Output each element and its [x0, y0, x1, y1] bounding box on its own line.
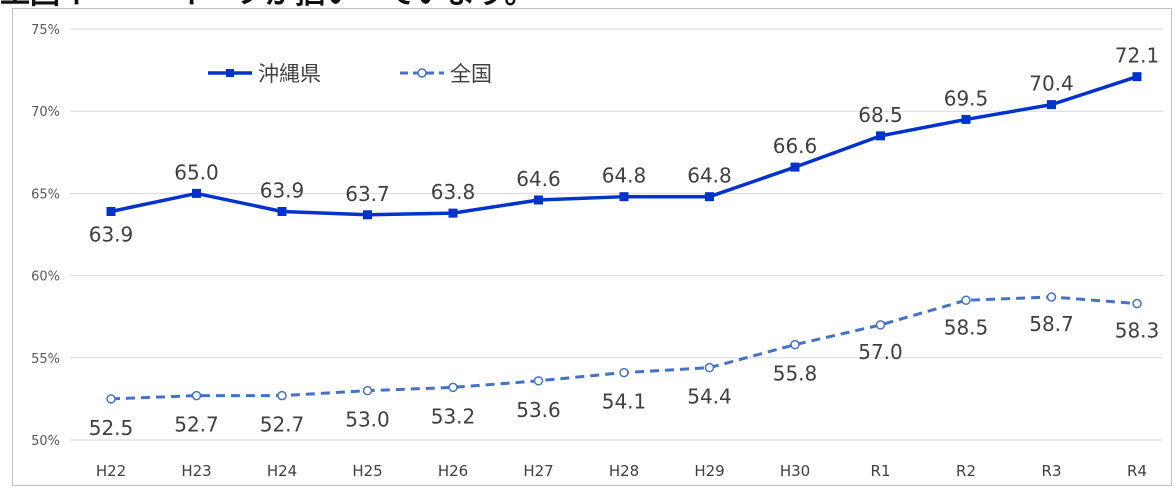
y-tick-label: 75%: [31, 23, 60, 38]
y-tick-label: 65%: [31, 187, 60, 202]
chart-legend: 沖縄県 全国: [208, 62, 492, 86]
x-tick-label: H22: [96, 462, 126, 480]
x-tick-label: R1: [871, 462, 891, 480]
data-label-national: 52.7: [260, 413, 305, 437]
data-point-national: [619, 367, 629, 378]
data-point-okinawa: [705, 192, 714, 202]
data-label-national: 54.4: [687, 385, 732, 409]
x-tick-label: H26: [438, 462, 468, 480]
data-label-national: 53.0: [345, 408, 390, 432]
data-point-national: [1046, 292, 1057, 302]
x-tick-label: H24: [267, 462, 297, 480]
data-point-okinawa: [192, 188, 201, 198]
data-point-okinawa: [961, 114, 971, 124]
y-tick-label: 60%: [31, 270, 60, 285]
data-point-okinawa: [534, 195, 543, 205]
data-label-okinawa: 64.8: [602, 164, 647, 188]
data-point-okinawa: [277, 206, 287, 216]
x-tick-label: H29: [694, 462, 724, 480]
data-label-national: 55.8: [773, 362, 818, 386]
y-tick-label: 70%: [31, 105, 60, 120]
data-point-national: [704, 362, 715, 373]
data-point-okinawa: [363, 210, 372, 220]
data-point-national: [362, 385, 373, 396]
data-label-okinawa: 63.8: [431, 180, 476, 204]
data-label-national: 52.5: [89, 416, 134, 440]
data-label-okinawa: 64.6: [516, 167, 561, 191]
y-tick-label: 50%: [31, 434, 60, 449]
data-label-national: 58.7: [1029, 312, 1074, 336]
data-point-okinawa: [106, 206, 116, 216]
data-label-national: 57.0: [858, 340, 903, 364]
data-label-okinawa: 70.4: [1029, 72, 1074, 96]
x-tick-label: H23: [181, 462, 211, 480]
x-tick-label: H28: [609, 462, 639, 480]
x-tick-label: R3: [1042, 462, 1062, 480]
legend-okinawa-marker: [226, 69, 234, 77]
data-point-okinawa: [1047, 100, 1056, 110]
x-tick-label: R4: [1127, 462, 1147, 480]
y-axis-ticks: 50% 55% 60% 65% 70% 75%: [31, 23, 60, 449]
legend-national-label: 全国: [450, 62, 492, 86]
data-point-national: [277, 390, 287, 401]
data-label-okinawa: 68.5: [858, 103, 903, 127]
data-point-national: [875, 320, 886, 330]
x-axis-ticks: H22 H23 H24 H25 H26 H27 H28 H29 H30 R1 R2 R3 R4: [96, 462, 1147, 480]
data-label-okinawa: 65.0: [174, 160, 219, 184]
data-point-national: [790, 339, 800, 350]
series-lines: [110, 75, 1138, 401]
x-tick-label: H27: [523, 462, 553, 480]
data-point-national: [1132, 298, 1142, 309]
data-point-okinawa: [876, 131, 885, 141]
data-point-okinawa: [1132, 72, 1142, 82]
data-point-okinawa: [790, 162, 800, 172]
x-tick-label: H25: [352, 462, 382, 480]
series-markers: [106, 72, 1142, 404]
gridlines: [70, 28, 1163, 441]
data-point-national: [191, 390, 202, 401]
legend-national-marker: [417, 68, 427, 78]
x-tick-label: H30: [780, 462, 810, 480]
data-label-national: 53.2: [431, 404, 476, 428]
data-label-national: 58.3: [1115, 319, 1160, 343]
series-line-national: [110, 295, 1138, 401]
data-label-national: 58.5: [944, 315, 989, 339]
data-label-national: 53.6: [516, 398, 561, 422]
data-label-okinawa: 66.6: [773, 134, 818, 158]
data-label-okinawa: 64.8: [687, 164, 732, 188]
data-point-national: [961, 295, 971, 306]
data-label-national: 54.1: [602, 390, 647, 414]
data-point-national: [533, 376, 544, 386]
data-point-national: [106, 394, 116, 404]
y-tick-label: 55%: [31, 352, 60, 367]
data-point-national: [448, 382, 458, 393]
legend-okinawa-label: 沖縄県: [258, 62, 321, 86]
data-label-okinawa: 63.7: [345, 182, 390, 206]
data-label-okinawa: 69.5: [944, 86, 989, 110]
data-point-okinawa: [448, 208, 458, 218]
data-label-okinawa: 63.9: [260, 178, 305, 202]
x-tick-label: R2: [956, 462, 976, 480]
data-label-national: 52.7: [174, 413, 219, 437]
data-point-okinawa: [619, 192, 629, 202]
chart-frame: [12, 8, 1172, 486]
header-text: 工回イ゛~ーイ゛フが掴い゛ていまり。: [0, 0, 1175, 14]
data-labels: 63.9 65.0 63.9 63.7 63.8 64.6 64.8 64.8 66.6 68.5…: [89, 44, 1160, 440]
data-label-okinawa: 63.9: [89, 222, 134, 246]
data-label-okinawa: 72.1: [1115, 44, 1160, 68]
